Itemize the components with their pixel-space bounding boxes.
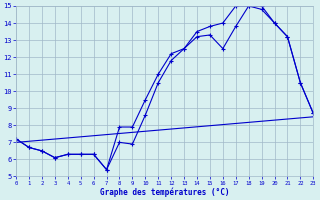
X-axis label: Graphe des températures (°C): Graphe des températures (°C) (100, 187, 229, 197)
